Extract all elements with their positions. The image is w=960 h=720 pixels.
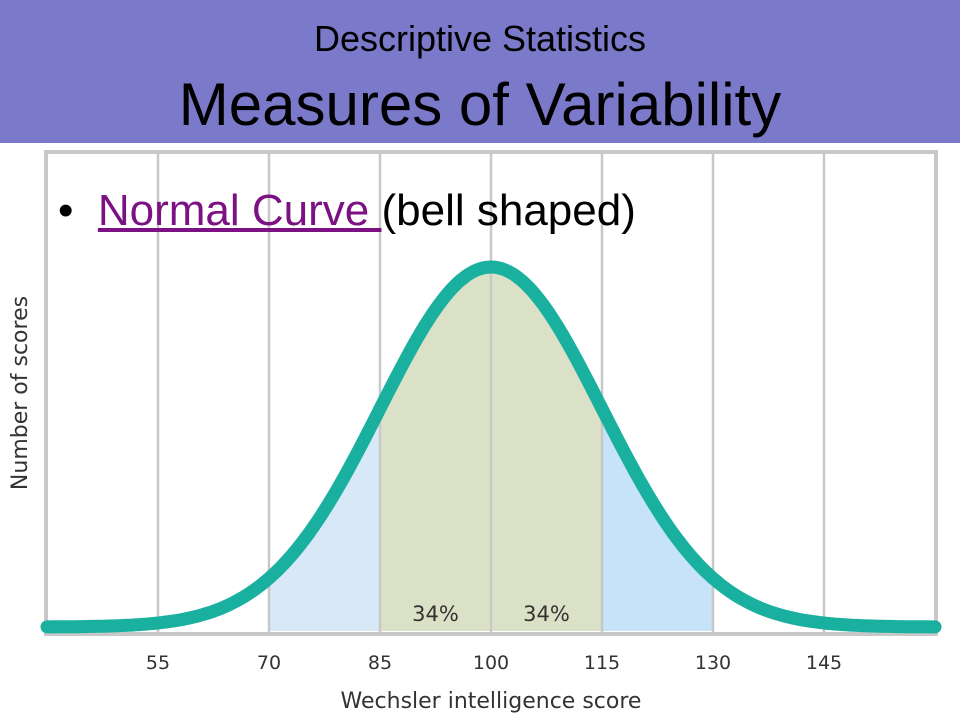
normal-curve-line — [40, 260, 942, 634]
x-tick-label-115: 115 — [584, 652, 620, 674]
percent-labels: 34% 34% — [412, 602, 570, 626]
bullet-item: • Normal Curve (bell shaped) — [58, 186, 636, 236]
band-100-115 — [491, 267, 602, 631]
x-axis-title: Wechsler intelligence score — [341, 689, 642, 714]
bullet-text: (bell shaped) — [381, 186, 636, 235]
slide-title: Measures of Variability — [178, 71, 782, 138]
x-tick-labels: 55 70 85 100 115 130 145 — [146, 652, 842, 674]
x-tick-label-100: 100 — [473, 652, 509, 674]
bullet-marker: • — [58, 186, 74, 235]
y-axis-title: Number of scores — [8, 296, 33, 490]
x-tick-label-70: 70 — [257, 652, 281, 674]
percent-label-85-100: 34% — [412, 602, 459, 626]
x-tick-label-145: 145 — [806, 652, 842, 674]
x-tick-label-55: 55 — [146, 652, 170, 674]
normal-curve-chart: 34% 34% 55 70 85 100 115 130 145 Wechsler intel… — [8, 150, 942, 714]
slide-subtitle: Descriptive Statistics — [313, 18, 647, 59]
title-bar — [0, 0, 960, 143]
percent-label-100-115: 34% — [523, 602, 570, 626]
grid-lines — [156, 152, 826, 634]
x-tick-label-130: 130 — [695, 652, 731, 674]
band-85-100 — [380, 267, 491, 631]
plot-frame — [44, 150, 938, 636]
normal-curve-link[interactable]: Normal Curve — [97, 186, 382, 235]
x-tick-label-85: 85 — [368, 652, 392, 674]
